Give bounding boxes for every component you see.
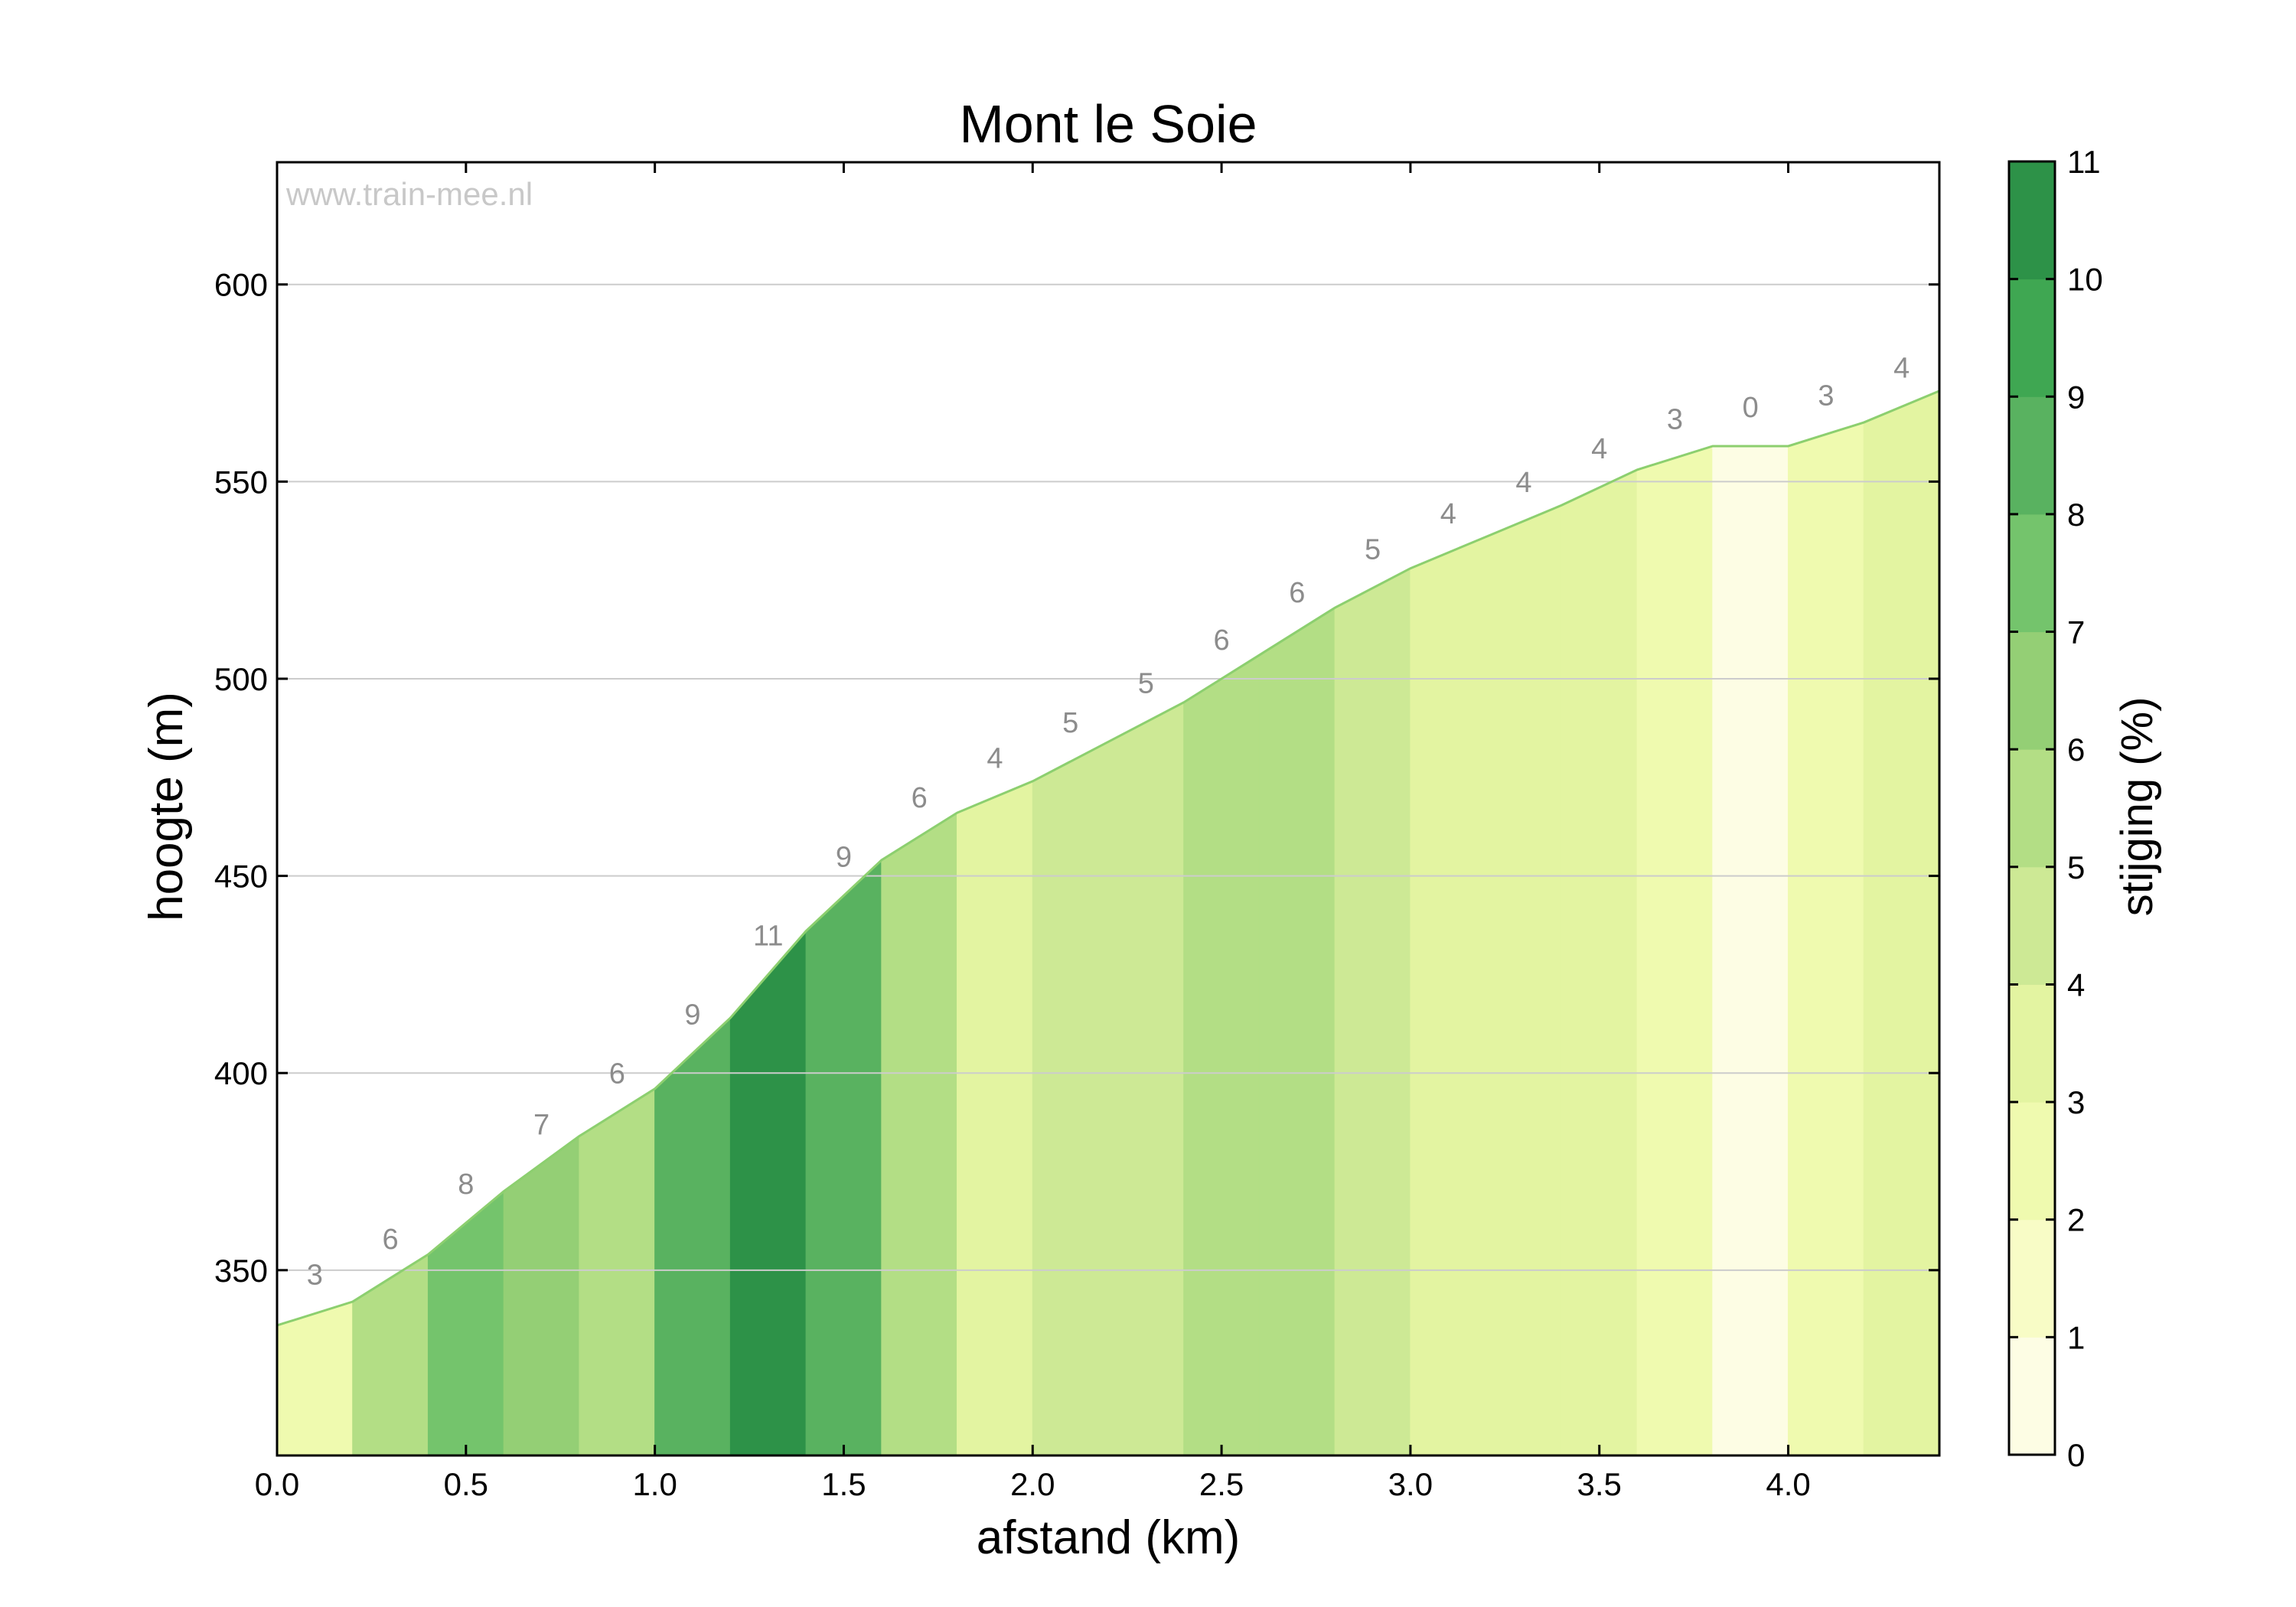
y-axis-label: hoogte (m): [140, 692, 193, 921]
segment-fill: [1863, 390, 1940, 1456]
plot-frame: [276, 161, 1941, 1457]
colorbar-band: [2009, 396, 2055, 515]
gradient-label: 9: [836, 841, 852, 873]
x-tick-label: 4.0: [1766, 1466, 1810, 1502]
segment-fill: [1788, 422, 1864, 1456]
colorbar-frame: [2007, 160, 2056, 1456]
segment-fill: [276, 1301, 354, 1456]
colorbar-tick-label: 5: [2067, 849, 2085, 885]
profile-line: [276, 390, 1940, 1327]
gradient-label: 3: [307, 1260, 323, 1292]
colorbar-band: [2009, 279, 2055, 397]
chart-title: Mont le Soie: [959, 94, 1257, 154]
segment-fill: [579, 1087, 656, 1456]
segment-fill: [1258, 607, 1336, 1456]
segment-fill: [805, 859, 882, 1456]
x-tick-label: 0.0: [255, 1466, 299, 1502]
colorbar: [2009, 161, 2055, 1455]
gradient-label: 4: [1591, 433, 1607, 465]
segment-fill: [352, 1253, 429, 1456]
gradient-label: 6: [383, 1224, 399, 1256]
segment-fill: [1410, 536, 1487, 1456]
colorbar-tick-label: 3: [2067, 1084, 2085, 1120]
segment-fill: [427, 1190, 504, 1456]
colorbar-tick-label: 2: [2067, 1202, 2085, 1238]
segment-fill: [1334, 567, 1411, 1456]
colorbar-tick-label: 9: [2067, 379, 2085, 415]
gradient-labels: 3 6 8 7 6 9 11 9 6 4 5 5 6 6 5 4 4 4 3 0 3 4: [307, 352, 1910, 1291]
gradient-label: 6: [912, 782, 928, 814]
gradient-label: 4: [1515, 467, 1531, 499]
segment-fill: [1032, 741, 1109, 1456]
gradient-label: 5: [1365, 533, 1381, 566]
colorbar-band: [2009, 631, 2055, 750]
colorbar-tick-label: 0: [2067, 1437, 2085, 1473]
segment-fill: [1561, 469, 1638, 1456]
x-tick-label: 1.0: [632, 1466, 677, 1502]
y-tick-label: 550: [214, 464, 268, 500]
gradient-label: 3: [1667, 403, 1683, 435]
x-tick-label: 2.0: [1010, 1466, 1055, 1502]
x-axis-label: afstand (km): [977, 1511, 1241, 1564]
colorbar-band: [2009, 1219, 2055, 1338]
colorbar-band: [2009, 161, 2055, 280]
colorbar-band: [2009, 866, 2055, 985]
x-tick-label: 2.5: [1199, 1466, 1244, 1502]
colorbar-band: [2009, 984, 2055, 1103]
colorbar-band: [2009, 749, 2055, 868]
x-tick-label: 3.0: [1388, 1466, 1433, 1502]
colorbar-tick-label: 6: [2067, 732, 2085, 768]
gradient-label: 6: [1289, 577, 1305, 609]
gradient-label: 8: [458, 1169, 474, 1201]
y-tick-label: 500: [214, 661, 268, 697]
segment-fill: [957, 781, 1033, 1456]
colorbar-tick-label: 8: [2067, 497, 2085, 533]
colorbar-band: [2009, 1102, 2055, 1221]
segment-fills: [276, 390, 1940, 1456]
y-tick-label: 350: [214, 1253, 268, 1289]
gradient-label: 4: [1440, 498, 1456, 530]
gradient-label: 11: [753, 920, 783, 952]
segment-fill: [1183, 654, 1260, 1456]
gradient-label: 5: [1062, 707, 1078, 739]
gridlines: [277, 283, 1939, 1271]
x-tick-label: 1.5: [821, 1466, 866, 1502]
gradient-label: 5: [1138, 668, 1154, 700]
watermark: www.train-mee.nl: [285, 176, 533, 212]
gradient-label: 7: [533, 1110, 550, 1142]
colorbar-band: [2009, 513, 2055, 633]
profile-line-group: [276, 390, 1940, 1327]
gradient-label: 4: [987, 743, 1003, 775]
colorbar-ticks: 0 1 2 3 4 5 6 7 8 9 10 11: [2009, 144, 2103, 1473]
colorbar-tick-label: 11: [2067, 144, 2101, 180]
gradient-label: 3: [1818, 380, 1834, 412]
y-tick-label: 400: [214, 1055, 268, 1091]
colorbar-band: [2009, 1337, 2055, 1455]
y-tick-label: 450: [214, 859, 268, 895]
gradient-label: 6: [609, 1058, 625, 1090]
segment-fill: [729, 930, 807, 1456]
gradient-label: 6: [1214, 624, 1230, 657]
colorbar-tick-label: 7: [2067, 614, 2085, 650]
segment-fill: [1107, 702, 1185, 1456]
x-tick-label: 3.5: [1577, 1466, 1622, 1502]
colorbar-tick-label: 10: [2067, 262, 2103, 298]
colorbar-tick-label: 1: [2067, 1319, 2085, 1355]
segment-fill: [1636, 445, 1714, 1456]
segment-fill: [1712, 445, 1789, 1456]
colorbar-label: stijging (%): [2112, 697, 2162, 917]
gradient-label: 0: [1743, 392, 1759, 424]
y-tick-label: 600: [214, 267, 268, 303]
x-axis: 0.0 0.5 1.0 1.5 2.0 2.5 3.0 3.5 4.0: [255, 162, 1811, 1502]
colorbar-tick-label: 4: [2067, 966, 2085, 1002]
gradient-label: 9: [684, 999, 700, 1031]
segment-fill: [654, 1016, 731, 1456]
x-tick-label: 0.5: [444, 1466, 488, 1502]
gradient-label: 4: [1893, 352, 1910, 384]
segment-fill: [1486, 504, 1562, 1456]
segment-fill: [881, 812, 958, 1456]
